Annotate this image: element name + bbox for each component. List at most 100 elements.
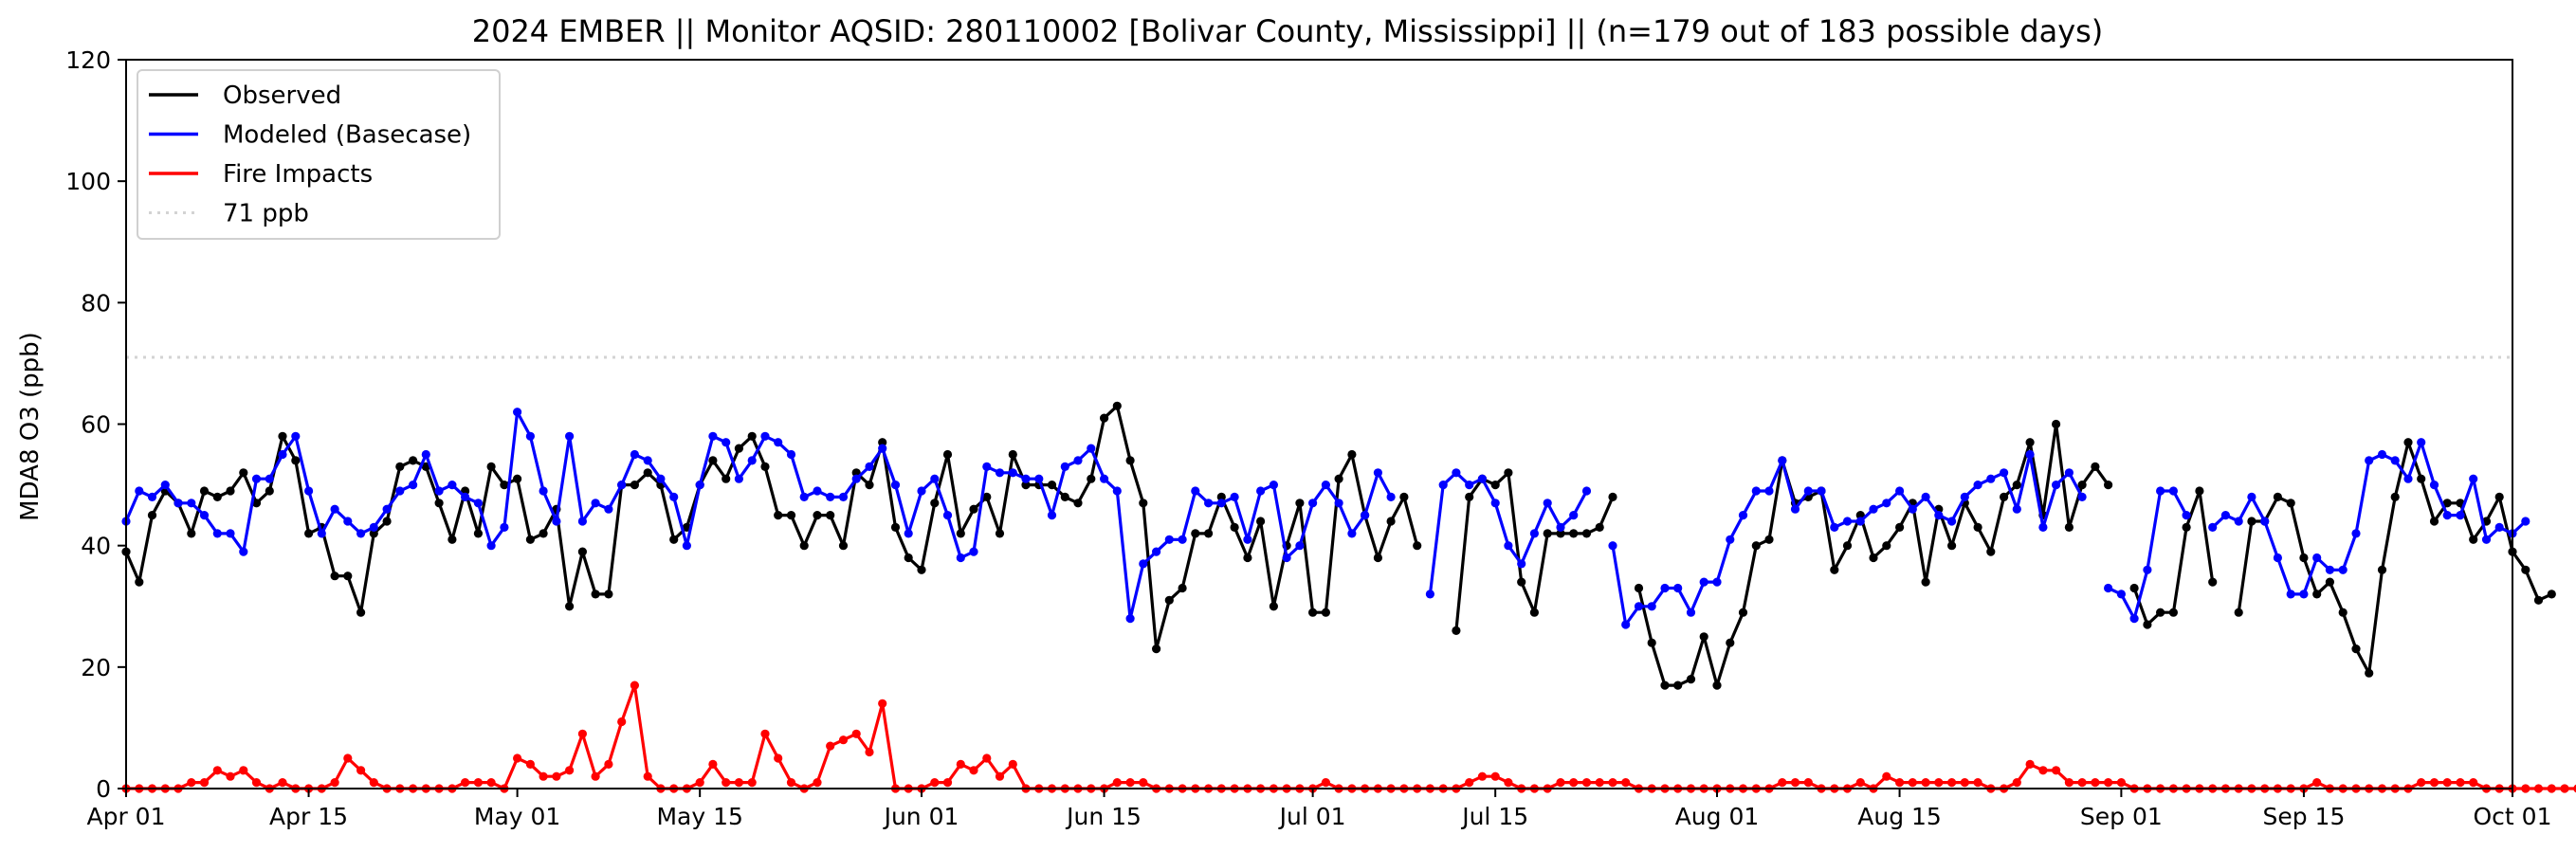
data-point (1230, 522, 1239, 533)
data-point (199, 778, 210, 788)
data-point (2104, 481, 2113, 490)
data-point (1256, 517, 1266, 526)
data-point (1490, 499, 1500, 508)
data-point (278, 449, 287, 460)
data-point (1465, 481, 1474, 490)
data-point (1125, 456, 1135, 465)
data-point (226, 486, 235, 496)
data-point (838, 541, 849, 551)
data-point (1660, 583, 1670, 593)
data-point (2273, 553, 2282, 563)
data-point (2494, 522, 2504, 533)
data-point (747, 431, 757, 441)
data-point (2338, 608, 2348, 617)
data-point (1477, 771, 1487, 781)
data-point (2456, 778, 2465, 788)
data-point (2417, 438, 2426, 447)
data-point (617, 717, 627, 727)
data-point (1073, 499, 1083, 508)
data-point (1087, 444, 1096, 453)
data-point (1060, 462, 1069, 471)
data-point (2064, 778, 2074, 788)
data-point (1908, 504, 1917, 514)
data-point (1895, 778, 1905, 788)
data-point (461, 778, 470, 788)
data-point (395, 462, 405, 471)
data-point (643, 771, 652, 781)
data-point (2116, 778, 2126, 788)
data-point (774, 511, 783, 520)
data-point (2325, 577, 2334, 587)
y-tick-label: 60 (81, 411, 111, 439)
data-point (1569, 511, 1579, 520)
data-point (1908, 778, 1917, 788)
data-point (591, 590, 600, 599)
data-point (904, 553, 913, 563)
data-point (1373, 468, 1382, 478)
data-point (1347, 529, 1357, 538)
data-point (2168, 486, 2178, 496)
data-point (878, 699, 887, 708)
data-point (2325, 565, 2334, 574)
data-point (1204, 499, 1214, 508)
data-point (2143, 620, 2152, 629)
data-point (486, 462, 496, 471)
data-point (995, 529, 1005, 538)
data-point (904, 529, 913, 538)
data-point (1778, 778, 1787, 788)
data-point (1230, 492, 1239, 502)
data-point (708, 456, 718, 465)
data-point (473, 778, 483, 788)
y-axis-title: MDA8 O3 (ppb) (16, 332, 45, 521)
data-point (1373, 553, 1382, 563)
data-point (513, 474, 522, 483)
data-point (2429, 778, 2439, 788)
data-point (2312, 590, 2322, 599)
y-tick-label: 20 (81, 654, 111, 681)
y-tick-label: 120 (65, 46, 111, 74)
data-point (539, 771, 548, 781)
data-point (1308, 608, 1318, 617)
data-point (851, 474, 861, 483)
data-point (239, 468, 248, 478)
data-point (838, 492, 849, 502)
data-point (2299, 553, 2309, 563)
data-point (826, 741, 835, 751)
data-point (1008, 468, 1017, 478)
data-point (1178, 535, 1187, 544)
data-point (343, 572, 353, 581)
data-point (982, 462, 992, 471)
data-point (669, 535, 679, 544)
data-point (525, 759, 536, 770)
data-point (1712, 681, 1722, 690)
x-tick-label: Jun 01 (883, 803, 959, 830)
axes: 0 20 40 60 80 100 120 Apr 01 Apr 15 May 01 May 15 J… (65, 46, 2551, 830)
data-point (2351, 529, 2361, 538)
data-point (1647, 602, 1656, 611)
data-point (1386, 517, 1396, 526)
series-line (2211, 441, 2527, 596)
data-point (1647, 638, 1656, 647)
data-point (747, 778, 757, 788)
data-point (395, 486, 405, 496)
data-point (1556, 529, 1565, 538)
data-point (1634, 583, 1644, 593)
data-point (1256, 486, 1266, 496)
data-point (617, 481, 627, 490)
data-point (865, 747, 874, 757)
series-0 (121, 401, 2556, 690)
data-point (317, 529, 326, 538)
data-point (786, 511, 796, 520)
data-point (1947, 778, 1957, 788)
data-point (2247, 517, 2256, 526)
data-point (278, 778, 287, 788)
data-point (1282, 553, 1291, 563)
data-point (956, 553, 965, 563)
data-point (1504, 778, 1513, 788)
data-point (1569, 778, 1579, 788)
data-point (1152, 547, 1161, 556)
data-point (774, 438, 783, 447)
data-point (1895, 486, 1905, 496)
data-point (969, 504, 978, 514)
